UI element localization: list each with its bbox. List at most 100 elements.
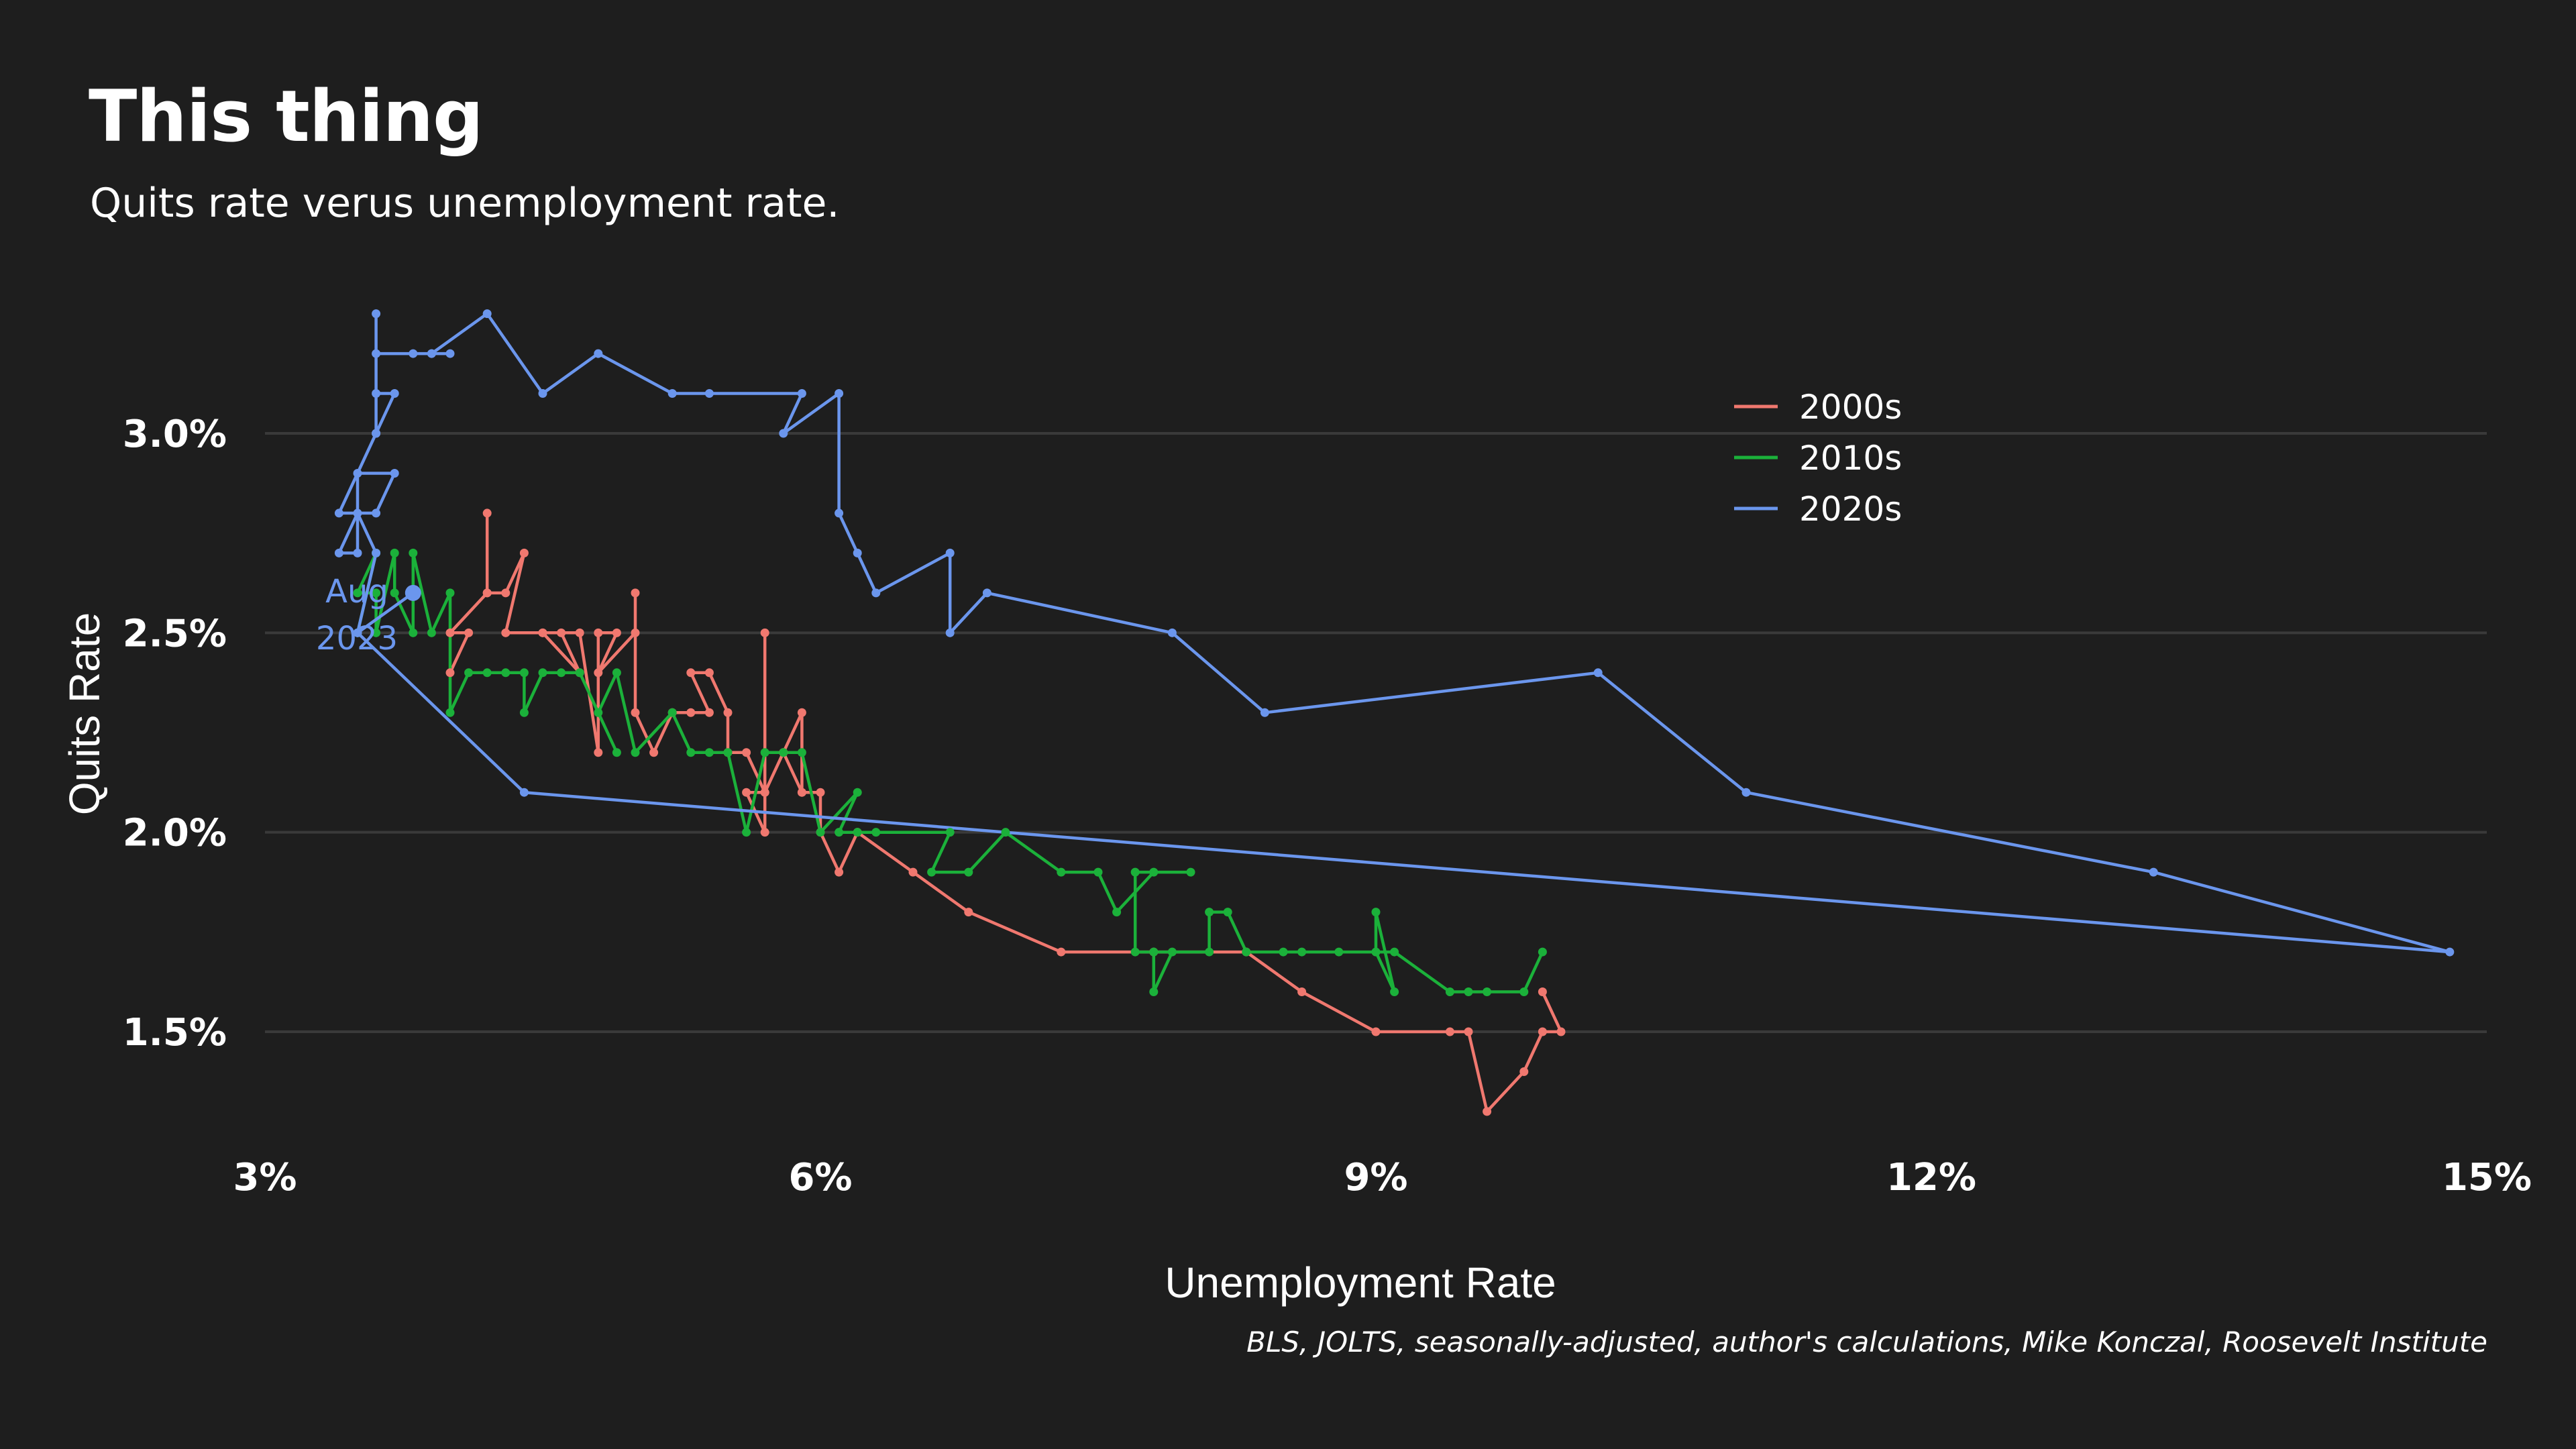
data-point-2020s xyxy=(1167,628,1177,637)
data-point-2010s xyxy=(464,668,474,678)
data-point-2000s xyxy=(760,628,769,637)
data-point-2010s xyxy=(1186,867,1195,877)
x-tick-label: 12% xyxy=(1886,1156,1976,1199)
data-point-2020s xyxy=(945,548,955,557)
data-point-2020s xyxy=(538,389,547,398)
legend: 2000s 2010s 2020s xyxy=(1734,388,1902,529)
data-point-2000s xyxy=(594,628,603,637)
data-point-2010s xyxy=(1205,947,1214,957)
x-axis-title: Unemployment Rate xyxy=(1165,1258,1556,1307)
data-point-2010s xyxy=(445,708,455,717)
data-point-2010s xyxy=(1519,987,1529,997)
data-point-2010s xyxy=(945,828,955,837)
data-point-2020s xyxy=(667,389,677,398)
data-point-2000s xyxy=(742,788,751,797)
data-point-2000s xyxy=(1538,987,1547,997)
data-point-2020s xyxy=(2149,867,2158,877)
data-point-2000s xyxy=(1464,1027,1473,1036)
y-tick-label: 3.0% xyxy=(123,413,227,456)
series-line-2000s xyxy=(448,511,1563,1114)
data-point-2000s xyxy=(649,748,659,757)
annotation-marker xyxy=(405,584,421,601)
data-point-2000s xyxy=(704,708,714,717)
data-point-2000s xyxy=(501,588,511,598)
data-point-2000s xyxy=(594,668,603,678)
annotation-year: 2023 xyxy=(316,620,398,657)
data-point-2010s xyxy=(742,828,751,837)
data-point-2010s xyxy=(538,668,547,678)
data-point-2000s xyxy=(557,628,566,637)
data-point-2000s xyxy=(501,628,511,637)
legend-label-2020s: 2020s xyxy=(1799,490,1902,529)
x-tick-label: 6% xyxy=(788,1156,852,1199)
data-point-2000s xyxy=(519,548,529,557)
data-point-2010s xyxy=(1167,947,1177,957)
data-point-2010s xyxy=(871,828,881,837)
data-point-2010s xyxy=(1223,908,1232,917)
data-point-2010s xyxy=(1112,908,1122,917)
data-point-2020s xyxy=(871,588,881,598)
y-axis-title: Quits Rate xyxy=(60,612,109,815)
data-point-2010s xyxy=(1334,947,1344,957)
data-point-2010s xyxy=(1001,828,1010,837)
data-point-2020s xyxy=(797,389,806,398)
data-point-2000s xyxy=(594,748,603,757)
data-point-2010s xyxy=(797,748,806,757)
data-point-2010s xyxy=(779,748,788,757)
data-point-2020s xyxy=(835,508,844,518)
data-point-2000s xyxy=(760,788,769,797)
data-point-2010s xyxy=(612,748,621,757)
data-point-2000s xyxy=(612,628,621,637)
data-point-2000s xyxy=(1556,1027,1566,1036)
data-point-2000s xyxy=(1057,947,1066,957)
data-point-2010s xyxy=(519,708,529,717)
data-point-2010s xyxy=(1538,947,1547,957)
data-point-2020s xyxy=(853,548,862,557)
data-point-2010s xyxy=(853,828,862,837)
y-tick-label: 2.5% xyxy=(123,612,227,655)
data-point-2010s xyxy=(835,828,844,837)
data-point-2010s xyxy=(1149,867,1159,877)
data-point-2010s xyxy=(390,588,399,598)
data-point-2020s xyxy=(353,548,362,557)
data-point-2010s xyxy=(372,588,381,598)
data-point-2010s xyxy=(575,668,584,678)
data-point-2000s xyxy=(445,668,455,678)
data-point-2010s xyxy=(1390,987,1399,997)
data-point-2010s xyxy=(427,628,436,637)
data-point-2010s xyxy=(482,668,492,678)
data-point-2010s xyxy=(631,748,640,757)
x-tick-label: 15% xyxy=(2442,1156,2532,1199)
data-point-2010s xyxy=(612,668,621,678)
data-point-2020s xyxy=(779,429,788,438)
data-point-2000s xyxy=(1445,1027,1454,1036)
data-point-2000s xyxy=(464,628,474,637)
data-point-2000s xyxy=(816,788,825,797)
data-point-2020s xyxy=(482,309,492,319)
x-axis-ticks: 3% 6% 9% 12% 15% xyxy=(233,1156,2532,1199)
data-point-2010s xyxy=(557,668,566,678)
data-point-2010s xyxy=(1242,947,1251,957)
data-point-2020s xyxy=(835,389,844,398)
data-point-2010s xyxy=(1279,947,1288,957)
data-point-2000s xyxy=(575,628,584,637)
data-point-2010s xyxy=(501,668,511,678)
data-point-2000s xyxy=(964,908,973,917)
data-point-2000s xyxy=(538,628,547,637)
data-point-2000s xyxy=(1371,1027,1381,1036)
data-point-2020s xyxy=(409,349,418,358)
data-point-2020s xyxy=(390,389,399,398)
data-point-2020s xyxy=(982,588,991,598)
data-point-2010s xyxy=(1464,987,1473,997)
data-point-2000s xyxy=(631,628,640,637)
data-point-2010s xyxy=(1149,987,1159,997)
data-point-2020s xyxy=(372,389,381,398)
data-point-2020s xyxy=(353,628,362,637)
data-point-2010s xyxy=(353,588,362,598)
y-tick-label: 2.0% xyxy=(123,812,227,855)
y-axis-ticks: 1.5% 2.0% 2.5% 3.0% xyxy=(123,413,227,1055)
legend-label-2010s: 2010s xyxy=(1799,439,1902,478)
data-point-2010s xyxy=(409,548,418,557)
data-point-2010s xyxy=(1445,987,1454,997)
